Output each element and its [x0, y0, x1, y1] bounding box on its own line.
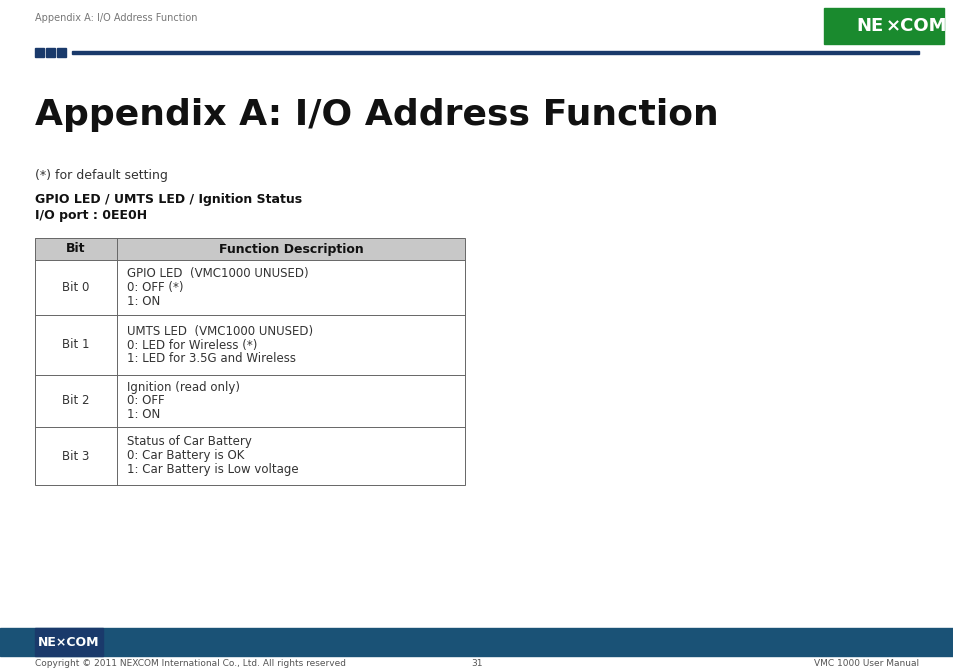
Text: 31: 31: [471, 659, 482, 669]
Text: 1: LED for 3.5G and Wireless: 1: LED for 3.5G and Wireless: [127, 353, 295, 366]
Text: 0: LED for Wireless (*): 0: LED for Wireless (*): [127, 339, 257, 351]
Text: I/O port : 0EE0H: I/O port : 0EE0H: [35, 208, 147, 222]
Bar: [71, 50, 918, 54]
Text: Function Description: Function Description: [218, 243, 363, 255]
Bar: [35, 238, 464, 485]
Bar: [35, 628, 103, 656]
Text: Bit 3: Bit 3: [62, 450, 90, 462]
Text: Appendix A: I/O Address Function: Appendix A: I/O Address Function: [35, 13, 197, 23]
Bar: [46, 48, 55, 56]
Text: Copyright © 2011 NEXCOM International Co., Ltd. All rights reserved: Copyright © 2011 NEXCOM International Co…: [35, 659, 346, 669]
Text: 0: OFF (*): 0: OFF (*): [127, 281, 183, 294]
Bar: [35, 238, 464, 260]
Text: Bit 0: Bit 0: [62, 281, 90, 294]
Text: Ignition (read only): Ignition (read only): [127, 380, 240, 394]
Text: Appendix A: I/O Address Function: Appendix A: I/O Address Function: [35, 98, 718, 132]
Text: NE: NE: [856, 17, 883, 35]
Text: GPIO LED  (VMC1000 UNUSED): GPIO LED (VMC1000 UNUSED): [127, 267, 309, 280]
Bar: [57, 48, 66, 56]
Text: GPIO LED / UMTS LED / Ignition Status: GPIO LED / UMTS LED / Ignition Status: [35, 194, 302, 206]
Text: VMC 1000 User Manual: VMC 1000 User Manual: [813, 659, 918, 669]
Text: 0: Car Battery is OK: 0: Car Battery is OK: [127, 450, 244, 462]
Bar: [823, 8, 943, 44]
Bar: [0, 628, 953, 656]
Text: 1: Car Battery is Low voltage: 1: Car Battery is Low voltage: [127, 464, 298, 476]
Bar: [35, 48, 44, 56]
Text: Status of Car Battery: Status of Car Battery: [127, 435, 252, 448]
Text: Bit 2: Bit 2: [62, 394, 90, 407]
Text: ×COM: ×COM: [885, 17, 946, 35]
Text: NE×COM: NE×COM: [38, 636, 100, 648]
Text: Bit 1: Bit 1: [62, 339, 90, 351]
Text: 1: ON: 1: ON: [127, 409, 160, 421]
Text: 0: OFF: 0: OFF: [127, 394, 165, 407]
Text: UMTS LED  (VMC1000 UNUSED): UMTS LED (VMC1000 UNUSED): [127, 325, 313, 337]
Text: (*) for default setting: (*) for default setting: [35, 169, 168, 181]
Text: 1: ON: 1: ON: [127, 295, 160, 308]
Text: Bit: Bit: [66, 243, 86, 255]
